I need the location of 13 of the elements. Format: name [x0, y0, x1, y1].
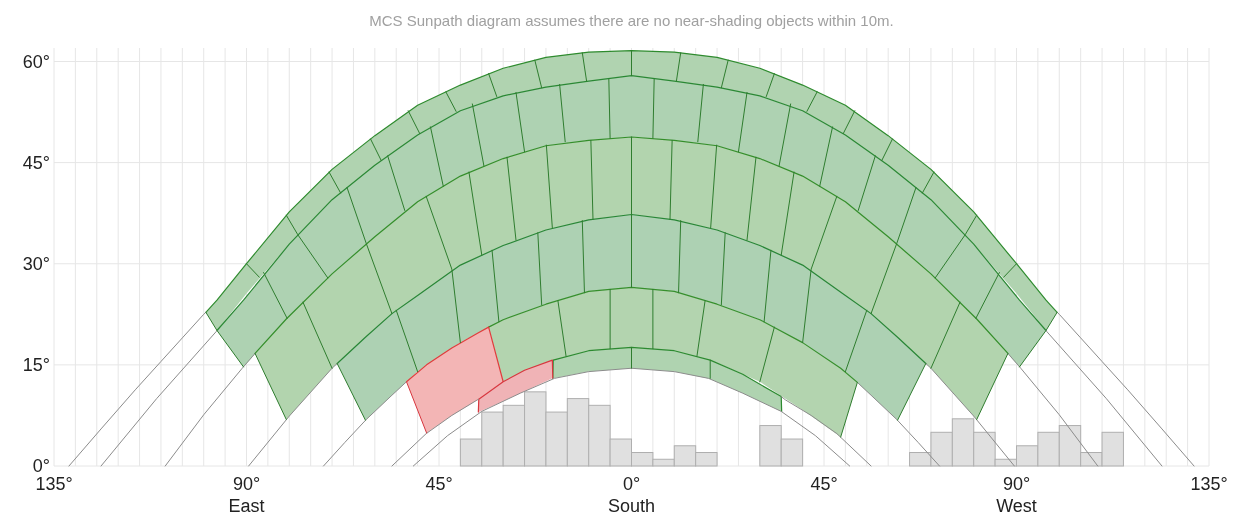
- x-tick-label: 90° East: [228, 474, 265, 516]
- chart-title: MCS Sunpath diagram assumes there are no near-shading objects within 10m.: [369, 12, 894, 29]
- y-tick-label: 30°: [22, 254, 50, 275]
- x-tick-label: 90° West: [996, 474, 1037, 516]
- x-tick-label: 45°: [425, 474, 453, 494]
- y-tick-label: 60°: [22, 51, 50, 72]
- x-tick-label: 45°: [810, 474, 838, 494]
- y-tick-label: 45°: [22, 152, 50, 173]
- y-tick-label: 15°: [22, 355, 50, 376]
- x-tick-label: 0° South: [607, 474, 656, 516]
- x-tick-label: 135°: [35, 474, 73, 494]
- x-tick-label: 135°: [1190, 474, 1228, 494]
- y-tick-label: 0°: [32, 456, 50, 477]
